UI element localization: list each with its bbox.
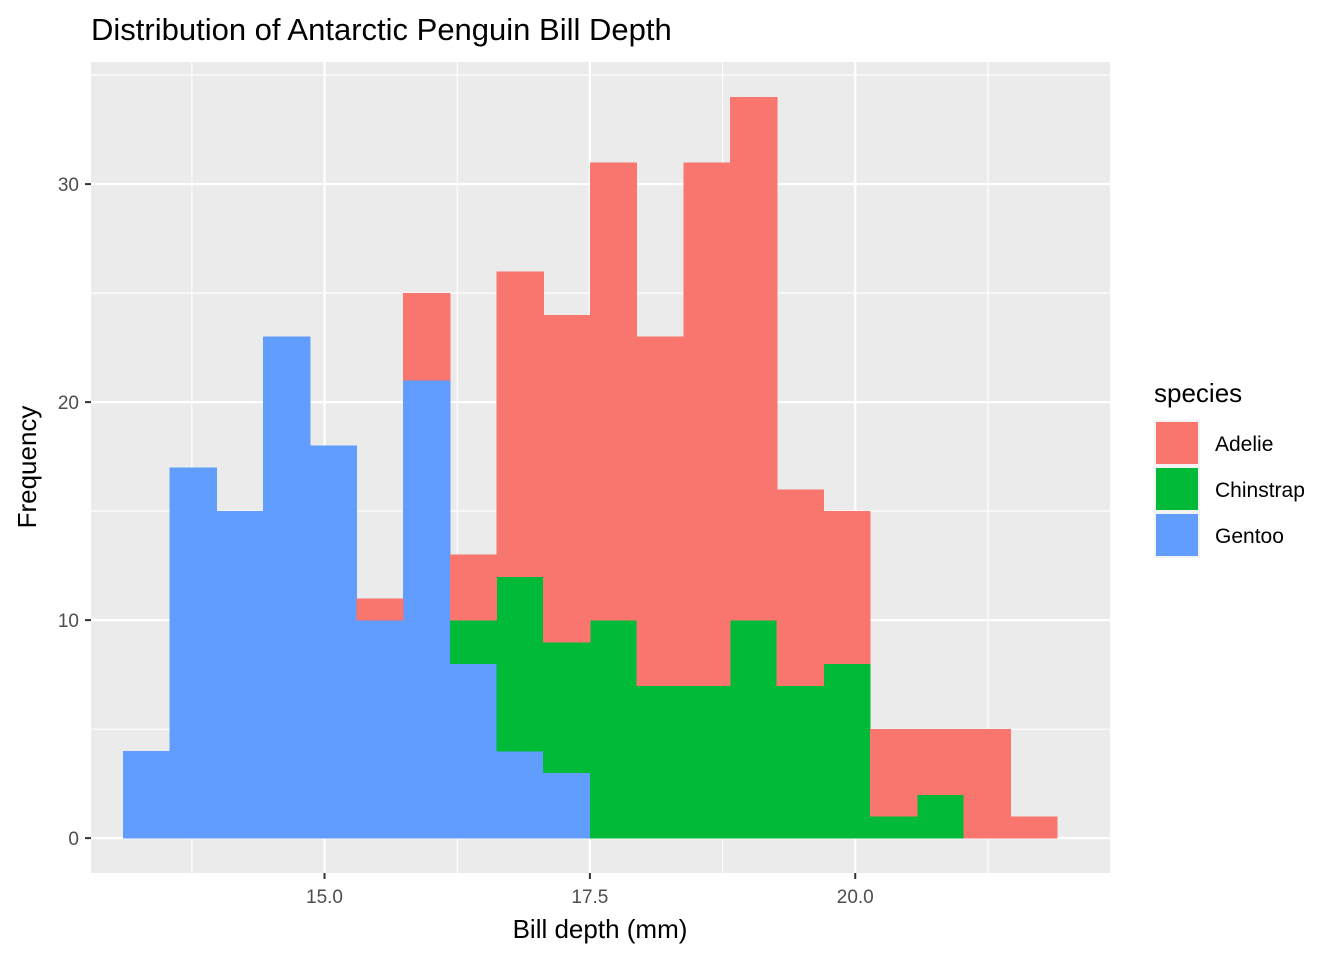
gentoo-bar [169,467,217,839]
chinstrap-bar [636,685,684,839]
chinstrap-bar [823,663,871,839]
chinstrap-bar [683,685,731,839]
histogram-bars [122,96,1058,839]
legend-swatch-gentoo [1156,514,1198,556]
adelie-bar [403,293,451,381]
adelie-bar [1010,816,1058,839]
legend-label-chinstrap: Chinstrap [1215,479,1305,502]
y-axis: 0 10 20 30 [58,175,91,850]
gentoo-bar [543,772,591,839]
adelie-bar [776,489,825,686]
gentoo-bar [496,750,544,839]
adelie-bar [870,729,918,817]
gentoo-bar [403,380,451,839]
chinstrap-bar [870,816,918,839]
legend-swatch-chinstrap [1156,468,1198,510]
legend-label-gentoo: Gentoo [1215,525,1284,548]
gentoo-bar [309,445,357,839]
chart-title: Distribution of Antarctic Penguin Bill D… [91,12,672,47]
x-tick-label: 15.0 [306,887,343,908]
adelie-bar [729,96,778,621]
gentoo-bar [122,750,171,839]
y-tick-label: 0 [68,829,79,850]
adelie-bar [683,162,731,686]
legend: species Adelie Chinstrap Gentoo [1154,378,1305,558]
chinstrap-bar [449,620,498,665]
gentoo-bar [356,620,404,839]
adelie-bar [449,554,498,621]
legend-title: species [1154,378,1242,408]
x-axis-title: Bill depth (mm) [513,914,688,944]
x-tick-label: 20.0 [837,887,874,908]
gentoo-bar [216,511,264,839]
adelie-bar [963,729,1011,839]
legend-swatch-adelie [1156,422,1198,464]
adelie-bar [543,314,591,643]
chinstrap-bar [729,620,778,839]
y-tick-label: 30 [58,175,79,196]
adelie-bar [496,271,544,577]
legend-label-adelie: Adelie [1215,433,1273,456]
x-axis: 15.0 17.5 20.0 [306,873,874,908]
chinstrap-bar [916,794,965,839]
adelie-bar [823,511,871,665]
y-tick-label: 20 [58,393,79,414]
adelie-bar [636,336,684,686]
chinstrap-bar [496,576,544,752]
x-tick-label: 17.5 [571,887,608,908]
adelie-bar [589,162,638,621]
chinstrap-bar [543,641,591,774]
y-axis-title: Frequency [12,406,42,529]
chinstrap-bar [589,620,638,839]
chinstrap-bar [776,685,825,839]
gentoo-bar [449,663,498,839]
adelie-bar [916,729,965,795]
gentoo-bar [262,336,311,839]
adelie-bar [356,598,404,621]
y-tick-label: 10 [58,611,79,632]
